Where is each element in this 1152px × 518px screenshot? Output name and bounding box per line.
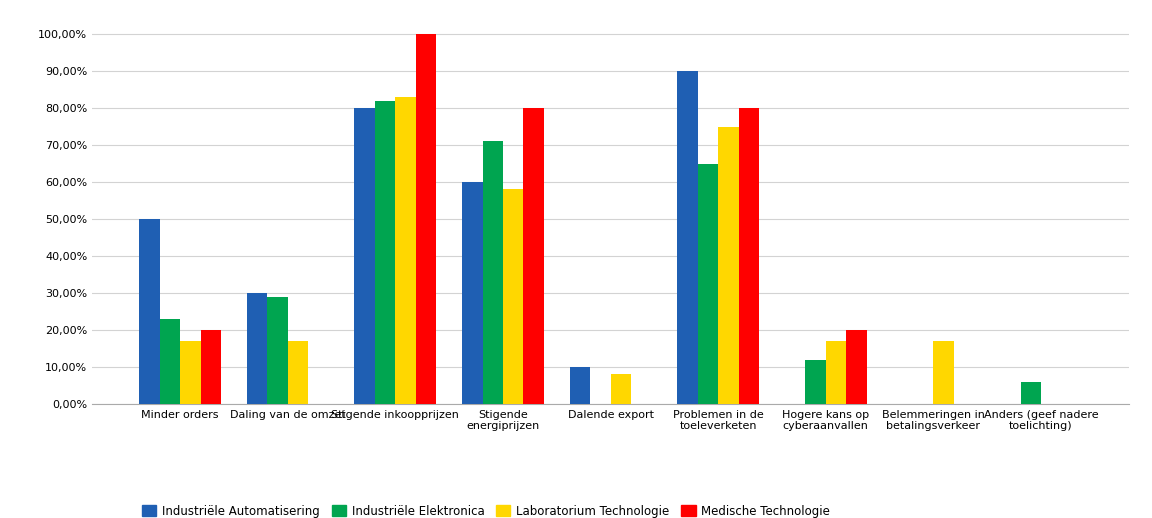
Bar (267, 297, 288, 404)
Bar (288, 341, 309, 404)
Bar (503, 190, 523, 404)
Bar (611, 375, 631, 404)
Bar (247, 293, 267, 404)
Bar (677, 71, 698, 404)
Bar (416, 34, 437, 404)
Bar (462, 182, 483, 404)
Bar (374, 100, 395, 404)
Bar (1021, 382, 1041, 404)
Bar (160, 319, 180, 404)
Bar (355, 108, 374, 404)
Bar (200, 330, 221, 404)
Bar (933, 341, 954, 404)
Bar (718, 126, 738, 404)
Bar (698, 164, 718, 404)
Bar (395, 97, 416, 404)
Bar (523, 108, 544, 404)
Bar (570, 367, 590, 404)
Bar (826, 341, 847, 404)
Bar (180, 341, 200, 404)
Bar (483, 141, 503, 404)
Bar (139, 219, 160, 404)
Bar (847, 330, 866, 404)
Bar (805, 359, 826, 404)
Legend: Industriële Automatisering, Industriële Elektronica, Laboratorium Technologie, M: Industriële Automatisering, Industriële … (137, 500, 835, 518)
Bar (738, 108, 759, 404)
